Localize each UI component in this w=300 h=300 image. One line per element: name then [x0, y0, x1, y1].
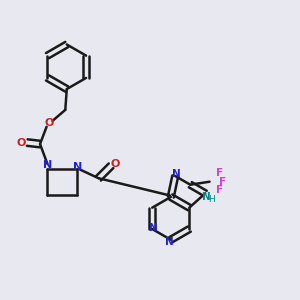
Text: N: N: [73, 162, 83, 172]
Text: O: O: [16, 138, 26, 148]
Text: F: F: [219, 177, 226, 187]
Text: N: N: [165, 237, 173, 247]
Text: O: O: [111, 159, 120, 169]
Text: F: F: [216, 168, 224, 178]
Text: N: N: [149, 224, 158, 233]
Text: F: F: [215, 185, 223, 195]
Text: N: N: [43, 160, 52, 170]
Text: N: N: [202, 192, 211, 202]
Text: O: O: [44, 118, 54, 128]
Text: H: H: [208, 195, 214, 204]
Text: N: N: [172, 169, 181, 179]
